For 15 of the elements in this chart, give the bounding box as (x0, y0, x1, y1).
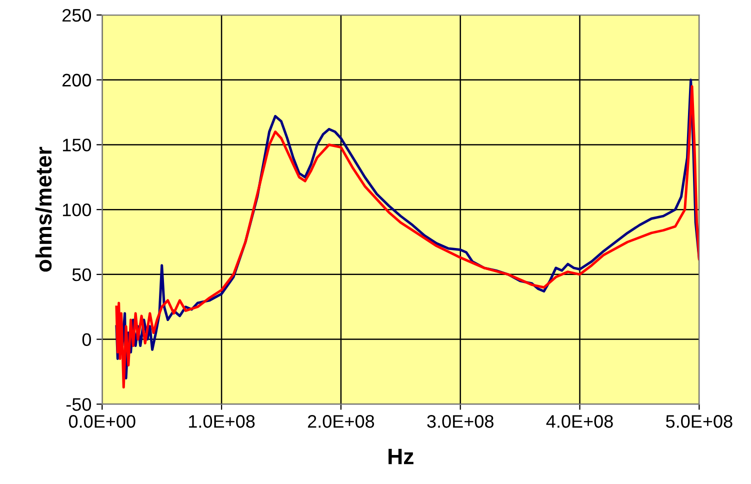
x-tick-label: 2.0E+08 (308, 415, 374, 428)
y-tick-label: 250 (62, 8, 92, 22)
y-tick-label: 150 (62, 138, 92, 152)
y-tick-label: 0 (82, 333, 92, 346)
y-tick-label: 50 (72, 268, 92, 282)
x-tick-label: 0.0E+00 (68, 415, 136, 428)
y-tick-label: -50 (66, 398, 92, 411)
x-axis-title: Hz (388, 448, 414, 464)
x-tick-label: 3.0E+08 (427, 415, 494, 428)
x-tick-label: 5.0E+08 (666, 415, 732, 428)
y-axis-title: ohms/meter (35, 146, 52, 272)
x-tick-label: 4.0E+08 (546, 415, 613, 428)
y-tick-label: 200 (62, 74, 92, 87)
y-tick-label: 100 (62, 204, 92, 216)
x-tick-label: 1.0E+08 (189, 415, 255, 428)
